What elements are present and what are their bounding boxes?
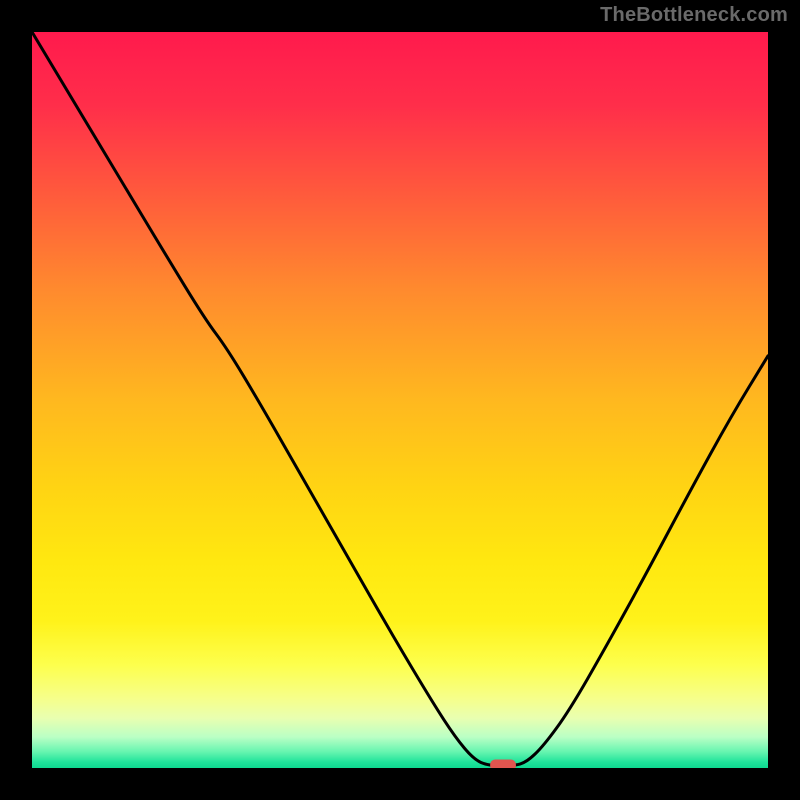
plot-area xyxy=(32,32,768,768)
chart-container: TheBottleneck.com xyxy=(0,0,800,800)
plot-svg xyxy=(32,32,768,768)
valley-marker xyxy=(490,760,516,768)
watermark-text: TheBottleneck.com xyxy=(600,4,788,27)
gradient-fill-rect xyxy=(32,32,768,768)
x-axis-ticks xyxy=(32,768,768,798)
